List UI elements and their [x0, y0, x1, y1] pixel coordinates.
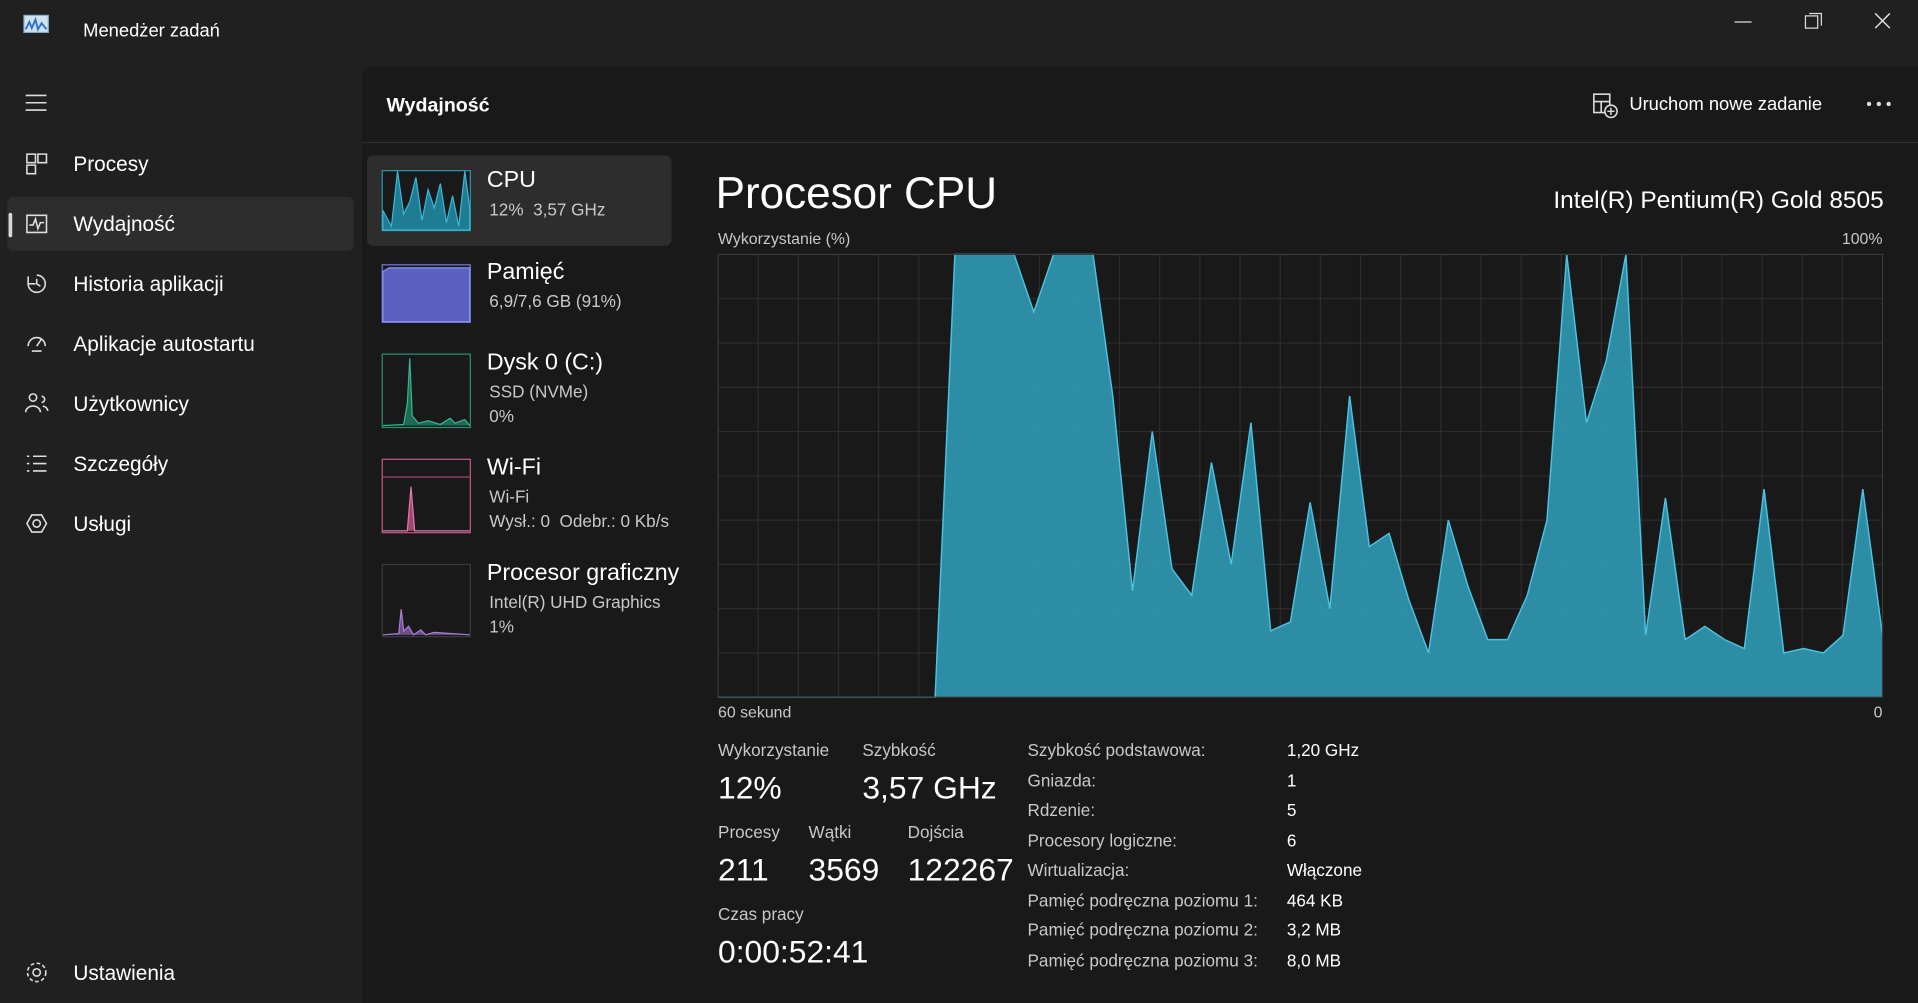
nav-selected-indicator	[8, 212, 13, 238]
stat-value: 3,57 GHz	[862, 769, 997, 807]
detail-value: 3,2 MB	[1286, 919, 1342, 940]
device-detail: 0%	[489, 406, 515, 426]
nav-selected-bg	[7, 196, 354, 251]
cpu-thumbnail	[381, 170, 471, 232]
nav-item[interactable]: Procesy	[73, 152, 149, 177]
y-axis-label: Wykorzystanie (%)	[718, 231, 850, 248]
gpu-thumbnail	[381, 563, 471, 638]
device-detail: 6,9/7,6 GB (91%)	[489, 291, 622, 311]
stat-value: 12%	[718, 769, 782, 807]
detail-value: 464 KB	[1286, 889, 1344, 910]
run-task-button[interactable]: Uruchom nowe zadanie	[1629, 94, 1823, 115]
more-button[interactable]	[1864, 98, 1896, 110]
restore-button-shape	[1809, 12, 1822, 26]
detail-label: Pamięć podręczna poziomu 3:	[1027, 949, 1258, 970]
stat-label: Dojścia	[907, 821, 964, 842]
detail-value: Włączone	[1286, 859, 1363, 880]
stat-label: Czas pracy	[718, 903, 804, 924]
detail-label: Gniazda:	[1027, 769, 1097, 790]
nav-icon	[24, 393, 49, 413]
detail-label: Procesory logiczne:	[1027, 829, 1177, 850]
detail-value: 8,0 MB	[1286, 949, 1342, 970]
nav-item[interactable]: Użytkownicy	[73, 392, 189, 416]
detail-label: Wirtualizacja:	[1027, 859, 1130, 880]
usage-area-fill	[718, 254, 1883, 698]
stat-label: Wątki	[808, 821, 852, 842]
nav-icon	[26, 153, 48, 175]
stat-value: 211	[718, 851, 769, 889]
wifi-thumbnail	[381, 458, 471, 534]
x-tick-label: 60 sekund	[718, 704, 791, 721]
cpu-model: Intel(R) Pentium(R) Gold 8505	[1553, 187, 1884, 215]
stat-label: Procesy	[718, 821, 780, 842]
chart-border	[717, 253, 1884, 698]
disk-thumbnail	[381, 353, 471, 429]
stat-value: 3569	[808, 851, 880, 889]
stat-label: Wykorzystanie	[718, 740, 830, 760]
page-header: Wydajność	[386, 95, 490, 117]
detail-label: Szybkość podstawowa:	[1027, 740, 1206, 760]
run-task-icon	[1593, 93, 1618, 119]
nav-icon	[26, 455, 47, 472]
device-detail: SSD (NVMe)	[489, 381, 589, 402]
nav-icon	[25, 514, 48, 533]
app-icon	[23, 14, 49, 34]
nav-item[interactable]: Usługi	[73, 512, 132, 536]
detail-value: 6	[1286, 829, 1297, 850]
header-separator	[362, 141, 1918, 144]
device-detail: Wysł.: 0 Odebr.: 0 Kb/s	[489, 511, 670, 531]
close-button[interactable]	[1874, 12, 1891, 29]
y-tick-label: 100%	[1842, 231, 1883, 248]
device-detail: Wi-Fi	[489, 486, 530, 507]
nav-icon	[27, 336, 47, 352]
device-name[interactable]: CPU	[486, 167, 536, 194]
detail-value: 1,20 GHz	[1286, 740, 1360, 760]
detail-value: 5	[1286, 799, 1297, 820]
nav-item[interactable]: Historia aplikacji	[73, 272, 224, 297]
nav-item[interactable]: Wydajność	[73, 212, 175, 237]
menu-button[interactable]	[24, 93, 48, 113]
stat-value: 0:00:52:41	[718, 933, 869, 970]
x-tick-label: 0	[1874, 704, 1883, 721]
settings-link[interactable]: Ustawienia	[73, 961, 176, 985]
memory-thumbnail	[381, 264, 471, 323]
detail-label: Pamięć podręczna poziomu 2:	[1027, 919, 1258, 940]
device-detail: 1%	[489, 616, 515, 637]
detail-value: 1	[1286, 769, 1297, 790]
window-title: Menedżer zadań	[83, 20, 220, 42]
settings-icon	[26, 962, 47, 983]
restore-button[interactable]	[1804, 15, 1819, 29]
nav-icon	[27, 274, 47, 294]
nav-item[interactable]: Aplikacje autostartu	[73, 332, 255, 356]
stat-value: 122267	[907, 851, 1014, 889]
device-name[interactable]: Dysk 0 (C:)	[486, 349, 604, 376]
device-name[interactable]: Procesor graficzny	[486, 560, 680, 586]
device-name[interactable]: Pamięć	[486, 259, 565, 285]
device-detail: Intel(R) UHD Graphics	[489, 592, 661, 612]
device-name[interactable]: Wi-Fi	[486, 455, 542, 481]
nav-item[interactable]: Szczegóły	[73, 452, 169, 476]
device-detail: 12% 3,57 GHz	[489, 199, 606, 219]
detail-label: Pamięć podręczna poziomu 1:	[1027, 889, 1258, 910]
stat-label: Szybkość	[862, 740, 936, 760]
nav-icon	[26, 214, 48, 234]
panel-title: Procesor CPU	[715, 167, 997, 218]
window-controls	[1734, 12, 1891, 29]
detail-label: Rdzenie:	[1027, 799, 1096, 820]
